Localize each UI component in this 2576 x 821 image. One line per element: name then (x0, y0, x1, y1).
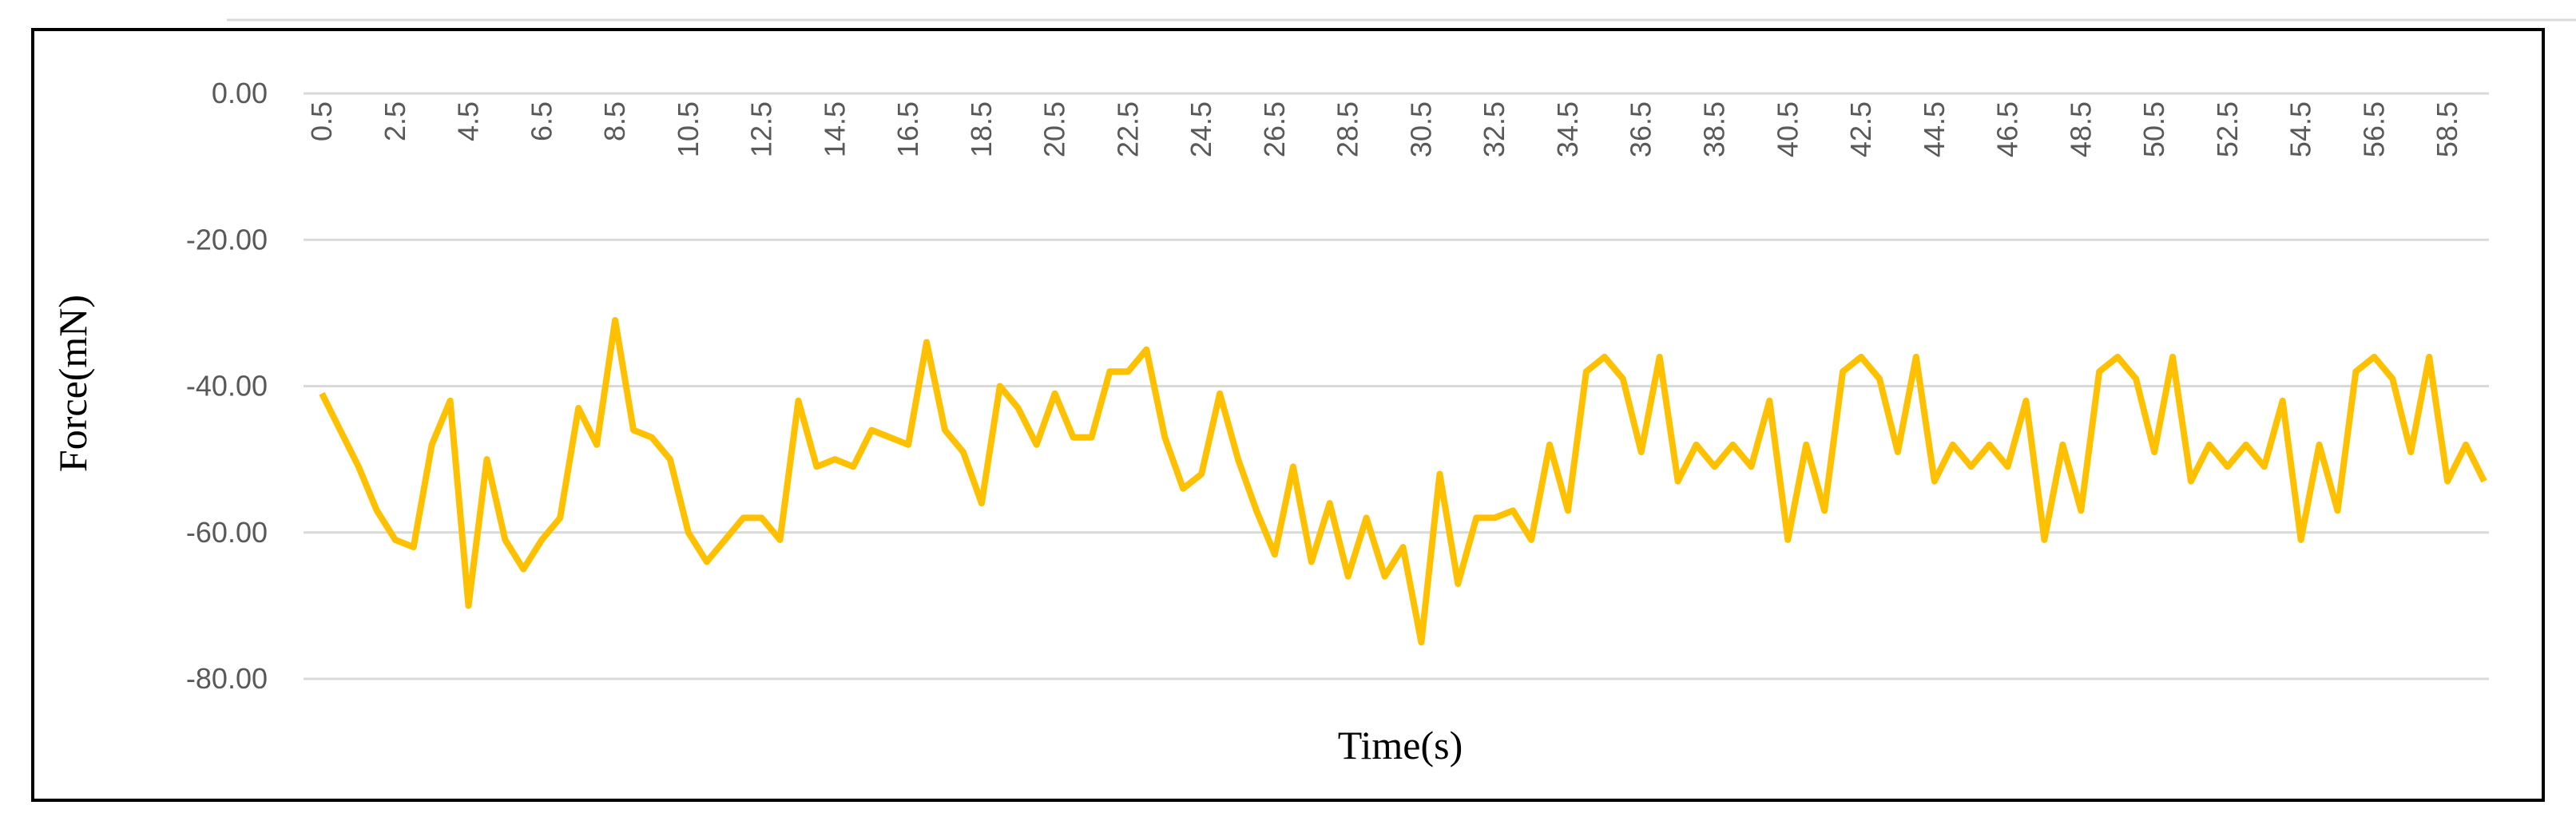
x-tick-label: 38.5 (1697, 101, 1730, 157)
x-tick-label: 28.5 (1332, 101, 1364, 157)
x-tick-label: 48.5 (2064, 101, 2097, 157)
x-tick-label: 6.5 (525, 101, 558, 141)
x-tick-label: 24.5 (1185, 101, 1217, 157)
x-tick-label: 4.5 (452, 101, 485, 141)
y-tick-label: -20.00 (186, 223, 268, 256)
y-tick-label: -40.00 (186, 370, 268, 403)
x-tick-label: 54.5 (2284, 101, 2317, 157)
x-tick-label: 26.5 (1258, 101, 1291, 157)
chart-frame (31, 28, 2545, 802)
x-tick-label: 8.5 (598, 101, 631, 141)
y-tick-label: -80.00 (186, 662, 268, 695)
x-axis-title: Time(s) (1338, 723, 1463, 767)
x-tick-label: 58.5 (2431, 101, 2463, 157)
x-tick-label: 20.5 (1038, 101, 1071, 157)
x-tick-label: 2.5 (379, 101, 411, 141)
x-tick-label: 36.5 (1625, 101, 1657, 157)
x-tick-label: 52.5 (2211, 101, 2244, 157)
y-tick-label: 0.00 (212, 77, 268, 109)
y-tick-label: -60.00 (186, 516, 268, 549)
data-line (319, 317, 2487, 646)
x-tick-label: 0.5 (305, 101, 338, 141)
x-tick-label: 50.5 (2137, 101, 2170, 157)
x-tick-label: 12.5 (745, 101, 778, 157)
x-tick-label: 46.5 (1991, 101, 2024, 157)
x-tick-label: 22.5 (1111, 101, 1144, 157)
x-tick-label: 40.5 (1771, 101, 1804, 157)
x-tick-label: 30.5 (1404, 101, 1437, 157)
x-tick-label: 56.5 (2357, 101, 2390, 157)
y-axis-title: Force(mN) (50, 295, 95, 472)
x-tick-label: 44.5 (1918, 101, 1951, 157)
x-tick-label: 32.5 (1478, 101, 1510, 157)
x-tick-label: 10.5 (672, 101, 705, 157)
x-tick-label: 18.5 (965, 101, 998, 157)
x-tick-label: 14.5 (818, 101, 851, 157)
x-tick-label: 42.5 (1844, 101, 1877, 157)
x-tick-label: 34.5 (1551, 101, 1584, 157)
x-tick-label: 16.5 (891, 101, 924, 157)
